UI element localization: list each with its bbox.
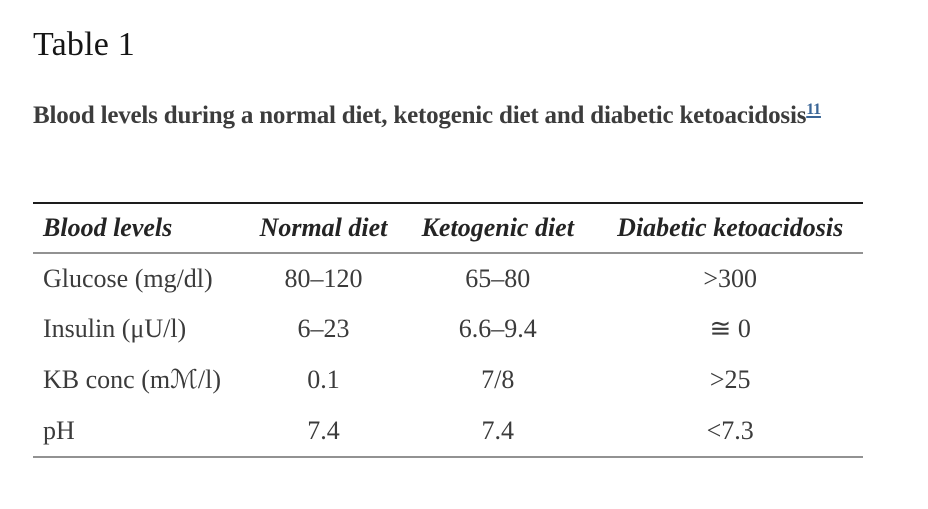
page-title: Table 1 (33, 26, 135, 63)
cell-diabetic-ketoacidosis: >300 (703, 263, 758, 293)
column-header-blood-levels: Blood levels (33, 202, 249, 254)
page: Table 1 Blood levels during a normal die… (33, 26, 928, 458)
cell-ketogenic-diet: 6.6–9.4 (458, 314, 537, 344)
table-row-glucose: Glucose (mg/dl) 80–120 65–80 >300 (33, 253, 863, 304)
table-caption: Blood levels during a normal diet, ketog… (33, 100, 928, 131)
cell-normal-diet: 6–23 (297, 314, 350, 344)
reference-link[interactable]: 11 (806, 100, 821, 118)
table-row-ph: pH 7.4 7.4 <7.3 (33, 406, 863, 457)
cell-ketogenic-diet: 65–80 (465, 263, 531, 293)
reference-superscript: 11 (806, 101, 821, 118)
table-header-row: Blood levels Normal diet Ketogenic diet … (33, 202, 863, 254)
cell-normal-diet: 0.1 (307, 365, 340, 395)
blood-levels-table: Blood levels Normal diet Ketogenic diet … (33, 201, 863, 458)
table-row-insulin: Insulin (μU/l) 6–23 6.6–9.4 ≅ 0 (33, 304, 863, 355)
cell-diabetic-ketoacidosis: <7.3 (706, 415, 754, 445)
cell-normal-diet: 7.4 (307, 415, 340, 445)
table-caption-text: Blood levels during a normal diet, ketog… (33, 101, 807, 129)
cell-row-label: Glucose (mg/dl) (43, 263, 213, 293)
column-header-ketogenic-diet: Ketogenic diet (398, 202, 598, 254)
cell-diabetic-ketoacidosis: ≅ 0 (709, 314, 751, 344)
cell-row-label: KB conc (mℳ/l) (43, 365, 221, 395)
cell-ketogenic-diet: 7/8 (481, 365, 515, 395)
column-header-normal-diet: Normal diet (248, 202, 399, 254)
table-header: Blood levels Normal diet Ketogenic diet … (33, 202, 863, 254)
cell-normal-diet: 80–120 (284, 263, 363, 293)
column-header-diabetic-ketoacidosis: Diabetic ketoacidosis (597, 202, 863, 254)
cell-row-label: Insulin (μU/l) (43, 314, 187, 344)
cell-row-label: pH (43, 415, 75, 445)
cell-ketogenic-diet: 7.4 (481, 415, 515, 445)
table-body: Glucose (mg/dl) 80–120 65–80 >300 Insuli… (33, 253, 863, 457)
table-row-kb-conc: KB conc (mℳ/l) 0.1 7/8 >25 (33, 355, 863, 406)
cell-diabetic-ketoacidosis: >25 (709, 365, 751, 395)
